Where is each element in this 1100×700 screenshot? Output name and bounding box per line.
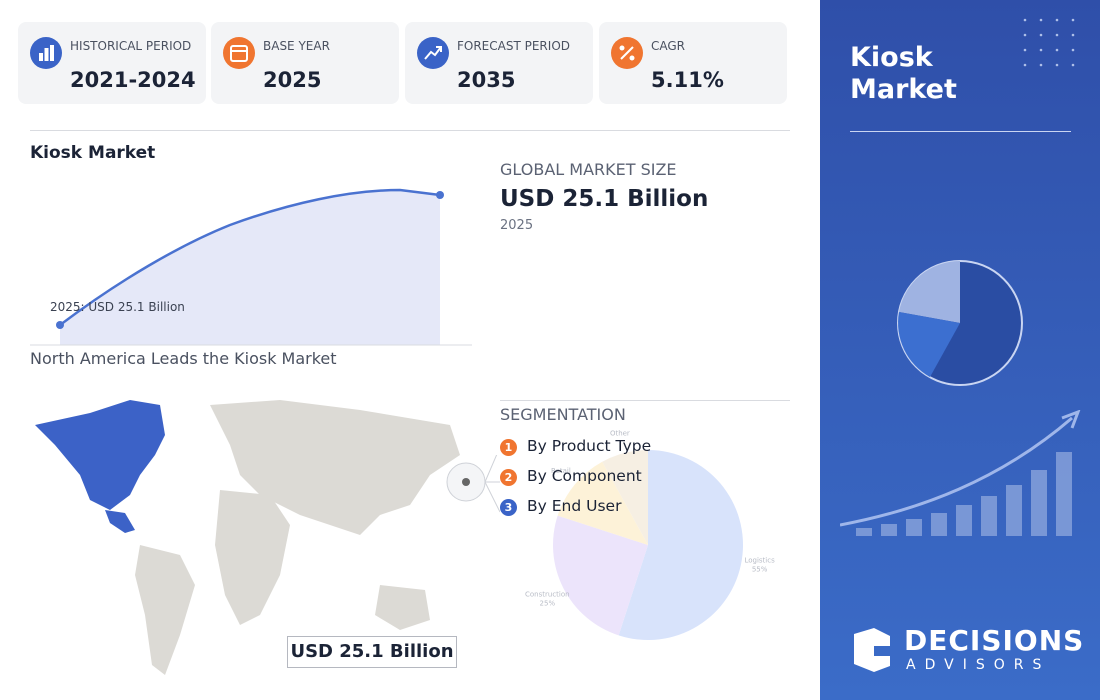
pie-slice <box>553 515 648 636</box>
divider <box>850 131 1071 132</box>
map-title: North America Leads the Kiosk Market <box>30 349 337 368</box>
segment-label: By Product Type <box>527 437 652 455</box>
segment-number: 2 <box>500 469 517 486</box>
market-year: 2025 <box>500 218 534 233</box>
slice-value: 25% <box>540 599 556 607</box>
connector <box>446 455 500 513</box>
slice-label: Logistics <box>744 557 775 565</box>
stat-card: FORECAST PERIOD 2035 <box>405 22 593 104</box>
segment-label: By End User <box>527 497 622 515</box>
slice-label: Construction <box>525 590 570 598</box>
trend-title: Kiosk Market <box>30 143 156 163</box>
pie-slice <box>618 450 743 640</box>
trend-chart <box>30 188 472 346</box>
market-value: USD 25.1 Billion <box>500 186 709 212</box>
segment-number: 3 <box>500 499 517 516</box>
trend-annotation: 2025: USD 25.1 Billion <box>50 300 185 314</box>
stat-label: FORECAST PERIOD <box>457 39 570 53</box>
sidebar: Kiosk Market DECISIONS ADVISORS <box>820 0 1100 700</box>
segment-item: 3 By End User <box>500 497 621 516</box>
market-label: GLOBAL MARKET SIZE <box>500 160 677 179</box>
trend-point <box>56 321 64 329</box>
stat-card: HISTORICAL PERIOD 2021-2024 <box>18 22 206 104</box>
icon <box>223 37 255 69</box>
segment-number: 1 <box>500 439 517 456</box>
segmentation-title: SEGMENTATION <box>500 405 626 424</box>
world-map <box>35 400 460 675</box>
segment-item: 2 By Component <box>500 467 642 486</box>
dot-grid <box>1023 18 1075 67</box>
stat-label: HISTORICAL PERIOD <box>70 39 192 53</box>
stat-value: 2025 <box>263 68 322 92</box>
icon <box>611 37 643 69</box>
segment-label: By Component <box>527 467 642 485</box>
divider <box>30 130 790 131</box>
stat-value: 2021-2024 <box>70 68 196 92</box>
growth-graphic <box>840 410 1081 536</box>
stat-label: CAGR <box>651 39 686 53</box>
pie-slice <box>602 450 648 545</box>
sidebar-title: Kiosk Market <box>850 42 957 105</box>
slice-value: 55% <box>752 566 768 574</box>
brand-sub: ADVISORS <box>906 657 1051 673</box>
slice-label: Other <box>610 430 630 438</box>
icon <box>30 37 62 69</box>
pie-slice <box>557 461 648 545</box>
trend-area <box>60 190 440 345</box>
brand: DECISIONS <box>904 624 1085 657</box>
stat-label: BASE YEAR <box>263 39 330 53</box>
icon <box>417 37 449 69</box>
stat-value: 2035 <box>457 68 516 92</box>
divider <box>500 400 790 401</box>
segment-item: 1 By Product Type <box>500 437 651 456</box>
slice-label: Retail <box>551 467 571 475</box>
stat-card: BASE YEAR 2025 <box>211 22 399 104</box>
stat-card: CAGR 5.11% <box>599 22 787 104</box>
sidebar-pie <box>897 260 1023 386</box>
trend-point <box>436 191 444 199</box>
logo-mark <box>854 628 890 672</box>
stat-value: 5.11% <box>651 68 724 92</box>
map-badge: USD 25.1 Billion <box>287 636 457 668</box>
trend-line <box>59 188 441 327</box>
